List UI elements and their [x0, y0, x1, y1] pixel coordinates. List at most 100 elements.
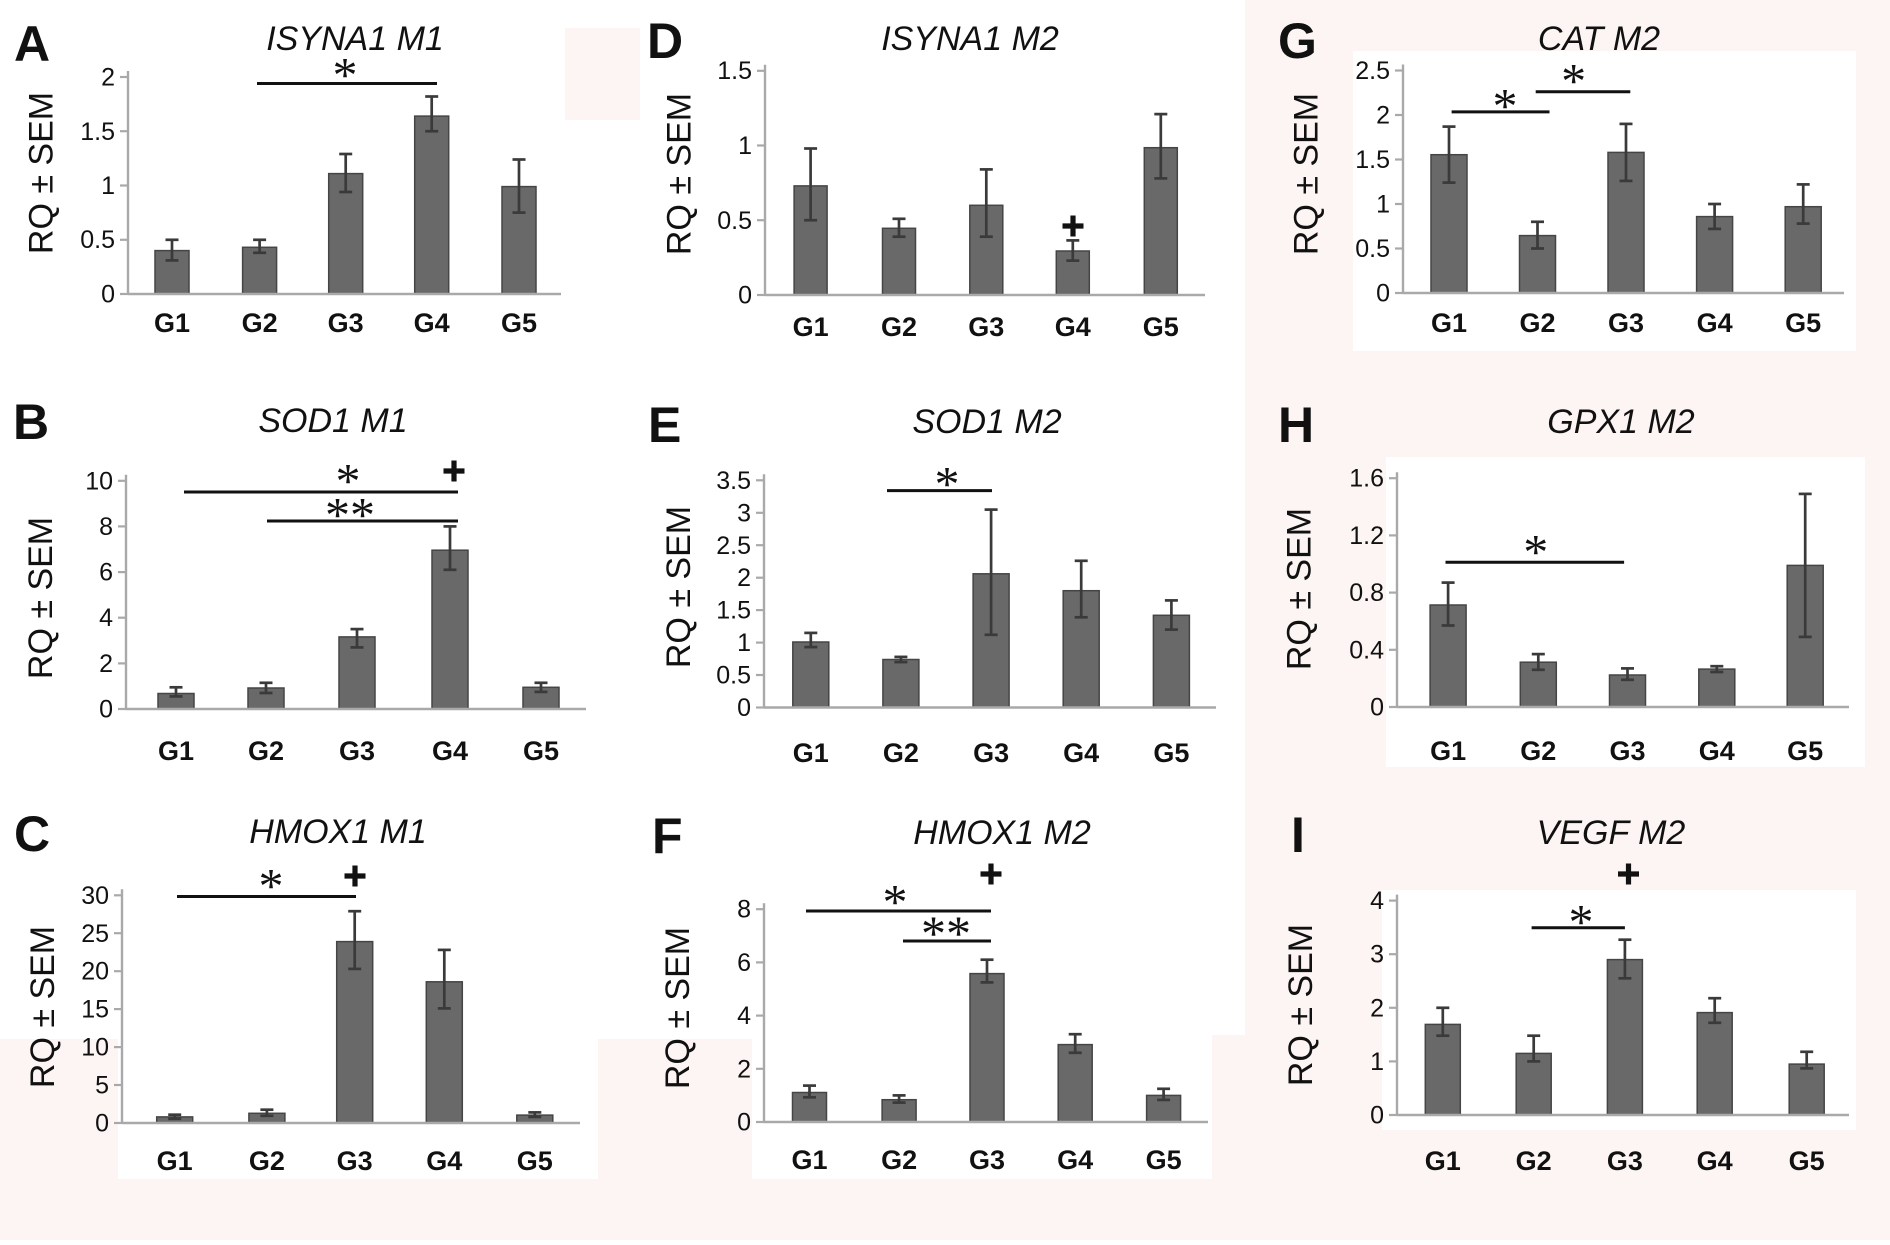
svg-text:HMOX1 M1: HMOX1 M1	[249, 813, 427, 851]
svg-text:G5: G5	[1789, 1146, 1825, 1176]
svg-text:2: 2	[101, 64, 115, 92]
svg-text:2: 2	[99, 650, 113, 678]
svg-text:RQ ± SEM: RQ ± SEM	[22, 517, 60, 679]
svg-text:0.8: 0.8	[1349, 579, 1384, 607]
svg-text:*: *	[1569, 894, 1594, 950]
svg-text:0.5: 0.5	[717, 207, 752, 235]
svg-text:CAT M2: CAT M2	[1538, 20, 1660, 58]
svg-text:1: 1	[737, 629, 751, 657]
svg-text:1.6: 1.6	[1349, 465, 1384, 493]
svg-text:2.5: 2.5	[1355, 57, 1390, 85]
svg-text:G2: G2	[1520, 736, 1556, 766]
svg-text:G4: G4	[426, 1146, 462, 1176]
svg-text:G3: G3	[1609, 736, 1645, 766]
svg-text:G2: G2	[881, 312, 917, 342]
svg-text:2: 2	[737, 1055, 751, 1083]
svg-text:1.5: 1.5	[717, 57, 752, 85]
svg-text:G2: G2	[248, 736, 284, 766]
svg-text:15: 15	[81, 996, 109, 1024]
svg-text:G5: G5	[1787, 736, 1823, 766]
svg-text:G1: G1	[791, 1145, 827, 1175]
svg-text:G3: G3	[1607, 1146, 1643, 1176]
svg-text:25: 25	[81, 920, 109, 948]
svg-text:G5: G5	[501, 308, 537, 338]
svg-text:0: 0	[1370, 1102, 1384, 1130]
svg-text:6: 6	[99, 559, 113, 587]
svg-text:G4: G4	[1697, 1146, 1733, 1176]
svg-text:G2: G2	[883, 738, 919, 768]
svg-text:1: 1	[1376, 191, 1390, 219]
svg-text:G5: G5	[1785, 308, 1821, 338]
svg-text:G1: G1	[1425, 1146, 1461, 1176]
svg-text:RQ ± SEM: RQ ± SEM	[23, 92, 61, 254]
svg-text:RQ ± SEM: RQ ± SEM	[24, 926, 62, 1088]
svg-text:H: H	[1278, 397, 1314, 453]
svg-text:G3: G3	[968, 312, 1004, 342]
svg-text:G5: G5	[1146, 1145, 1182, 1175]
svg-text:0: 0	[95, 1110, 109, 1138]
svg-text:*: *	[333, 47, 358, 103]
svg-text:2: 2	[737, 564, 751, 592]
svg-text:0.4: 0.4	[1349, 636, 1384, 664]
svg-text:SOD1 M2: SOD1 M2	[912, 403, 1061, 441]
svg-text:G5: G5	[1143, 312, 1179, 342]
svg-text:0.5: 0.5	[716, 662, 751, 690]
svg-text:RQ ± SEM: RQ ± SEM	[1282, 924, 1320, 1086]
svg-text:G5: G5	[523, 736, 559, 766]
svg-text:C: C	[14, 806, 50, 862]
svg-text:G4: G4	[432, 736, 468, 766]
svg-text:20: 20	[81, 958, 109, 986]
svg-text:G2: G2	[1516, 1146, 1552, 1176]
svg-text:G5: G5	[517, 1146, 553, 1176]
svg-text:G1: G1	[1430, 736, 1466, 766]
svg-text:5: 5	[95, 1072, 109, 1100]
svg-text:RQ ± SEM: RQ ± SEM	[1288, 93, 1326, 255]
svg-text:G2: G2	[1519, 308, 1555, 338]
svg-text:6: 6	[737, 949, 751, 977]
svg-text:RQ ± SEM: RQ ± SEM	[659, 927, 697, 1089]
svg-text:G4: G4	[414, 308, 450, 338]
svg-text:F: F	[652, 808, 683, 864]
svg-text:ISYNA1 M1: ISYNA1 M1	[266, 20, 444, 58]
svg-text:2: 2	[1370, 994, 1384, 1022]
svg-text:1: 1	[1370, 1048, 1384, 1076]
svg-text:*: *	[259, 858, 284, 914]
svg-text:*: *	[883, 874, 908, 930]
svg-text:G1: G1	[157, 1146, 193, 1176]
svg-text:G: G	[1278, 13, 1317, 69]
svg-text:**: **	[921, 905, 971, 961]
svg-text:G3: G3	[337, 1146, 373, 1176]
svg-text:G2: G2	[881, 1145, 917, 1175]
svg-text:B: B	[13, 394, 49, 450]
svg-text:G5: G5	[1153, 738, 1189, 768]
svg-text:3: 3	[1370, 941, 1384, 969]
svg-text:8: 8	[737, 896, 751, 924]
svg-text:8: 8	[99, 513, 113, 541]
svg-text:G3: G3	[1608, 308, 1644, 338]
svg-text:1.5: 1.5	[716, 597, 751, 625]
svg-text:ISYNA1 M2: ISYNA1 M2	[881, 20, 1059, 58]
svg-text:E: E	[648, 397, 681, 453]
svg-text:30: 30	[81, 882, 109, 910]
svg-text:3: 3	[737, 499, 751, 527]
svg-text:0: 0	[1376, 280, 1390, 308]
svg-text:G4: G4	[1057, 1145, 1093, 1175]
svg-text:3.5: 3.5	[716, 467, 751, 495]
svg-text:G3: G3	[328, 308, 364, 338]
svg-text:VEGF M2: VEGF M2	[1537, 814, 1686, 852]
svg-text:G4: G4	[1063, 738, 1099, 768]
svg-text:G1: G1	[1431, 308, 1467, 338]
svg-text:G4: G4	[1697, 308, 1733, 338]
svg-text:0: 0	[99, 696, 113, 724]
svg-text:G3: G3	[339, 736, 375, 766]
svg-text:10: 10	[81, 1034, 109, 1062]
svg-text:G1: G1	[158, 736, 194, 766]
svg-text:1.5: 1.5	[1355, 146, 1390, 174]
svg-text:10: 10	[85, 467, 113, 495]
svg-text:0: 0	[737, 694, 751, 722]
svg-text:1.2: 1.2	[1349, 522, 1384, 550]
svg-text:G3: G3	[969, 1145, 1005, 1175]
svg-text:G2: G2	[249, 1146, 285, 1176]
svg-text:2.5: 2.5	[716, 532, 751, 560]
svg-text:I: I	[1291, 807, 1305, 863]
